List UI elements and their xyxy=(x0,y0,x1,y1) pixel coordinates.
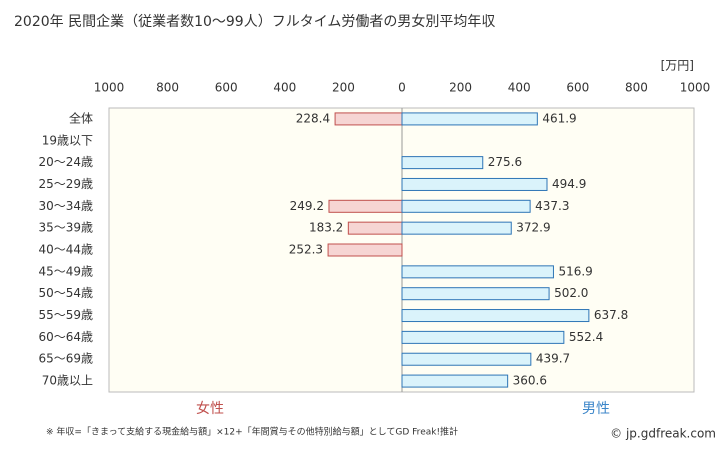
value-label: 516.9 xyxy=(558,264,592,278)
value-label: 461.9 xyxy=(542,111,576,125)
y-tick-label: 60～64歳 xyxy=(38,330,93,344)
source: © jp.gdfreak.com xyxy=(610,427,716,441)
y-tick-label: 19歳以下 xyxy=(42,133,93,147)
bar xyxy=(401,330,565,344)
x-tick-label: 0 xyxy=(398,81,406,95)
y-tick-label: 55～59歳 xyxy=(38,308,93,322)
bar xyxy=(401,221,512,235)
bar xyxy=(401,177,548,191)
value-label: 360.6 xyxy=(513,374,547,388)
footnote: ※ 年収=「きまって支給する現金給与額」×12+「年間賞与その他特別給与額」とし… xyxy=(46,426,458,438)
bar xyxy=(401,352,532,366)
value-label: 275.6 xyxy=(488,155,522,169)
bar xyxy=(401,112,538,126)
x-tick-label: 200 xyxy=(332,81,355,95)
x-tick-label: 600 xyxy=(215,81,238,95)
y-tick-label: 20～24歳 xyxy=(38,155,93,169)
bar xyxy=(401,156,484,170)
bar xyxy=(327,243,403,257)
x-tick-label: 400 xyxy=(508,81,531,95)
y-tick-label: 65～69歳 xyxy=(38,352,93,366)
value-label: 437.3 xyxy=(535,199,569,213)
bar xyxy=(401,287,550,301)
chart-title: 2020年 民間企業（従業者数10～99人）フルタイム労働者の男女別平均年収 xyxy=(14,13,495,30)
value-label: 552.4 xyxy=(569,330,603,344)
y-tick-label: 50～54歳 xyxy=(38,286,93,300)
x-tick-label: 200 xyxy=(449,81,472,95)
y-tick-label: 全体 xyxy=(69,110,93,125)
value-label: 637.8 xyxy=(594,308,628,322)
value-label: 252.3 xyxy=(289,243,323,257)
value-label: 228.4 xyxy=(296,111,330,125)
y-tick-label: 35～39歳 xyxy=(38,221,93,235)
x-tick-label: 400 xyxy=(273,81,296,95)
bar xyxy=(347,221,403,235)
value-label: 249.2 xyxy=(290,199,324,213)
legend-label: 女性 xyxy=(196,400,224,417)
y-tick-label: 30～34歳 xyxy=(38,199,93,213)
y-tick-label: 40～44歳 xyxy=(38,243,93,257)
y-tick-label: 45～49歳 xyxy=(38,264,93,278)
bar xyxy=(328,199,403,213)
x-tick-label: 1000 xyxy=(680,81,711,95)
value-label: 183.2 xyxy=(309,221,343,235)
x-tick-label: 800 xyxy=(156,81,179,95)
bar xyxy=(401,265,554,279)
x-tick-label: 800 xyxy=(625,81,648,95)
value-label: 502.0 xyxy=(554,286,588,300)
unit-label: [万円] xyxy=(661,59,694,73)
y-tick-label: 25～29歳 xyxy=(38,177,93,191)
legend-label: 男性 xyxy=(582,401,610,417)
value-label: 439.7 xyxy=(536,352,570,366)
value-label: 494.9 xyxy=(552,177,586,191)
bar xyxy=(334,112,403,126)
bar xyxy=(401,309,590,323)
x-tick-label: 1000 xyxy=(94,81,125,95)
bar xyxy=(401,374,509,388)
x-tick-label: 600 xyxy=(566,81,589,95)
y-tick-label: 70歳以上 xyxy=(42,374,93,388)
value-label: 372.9 xyxy=(516,221,550,235)
bar xyxy=(401,199,531,213)
